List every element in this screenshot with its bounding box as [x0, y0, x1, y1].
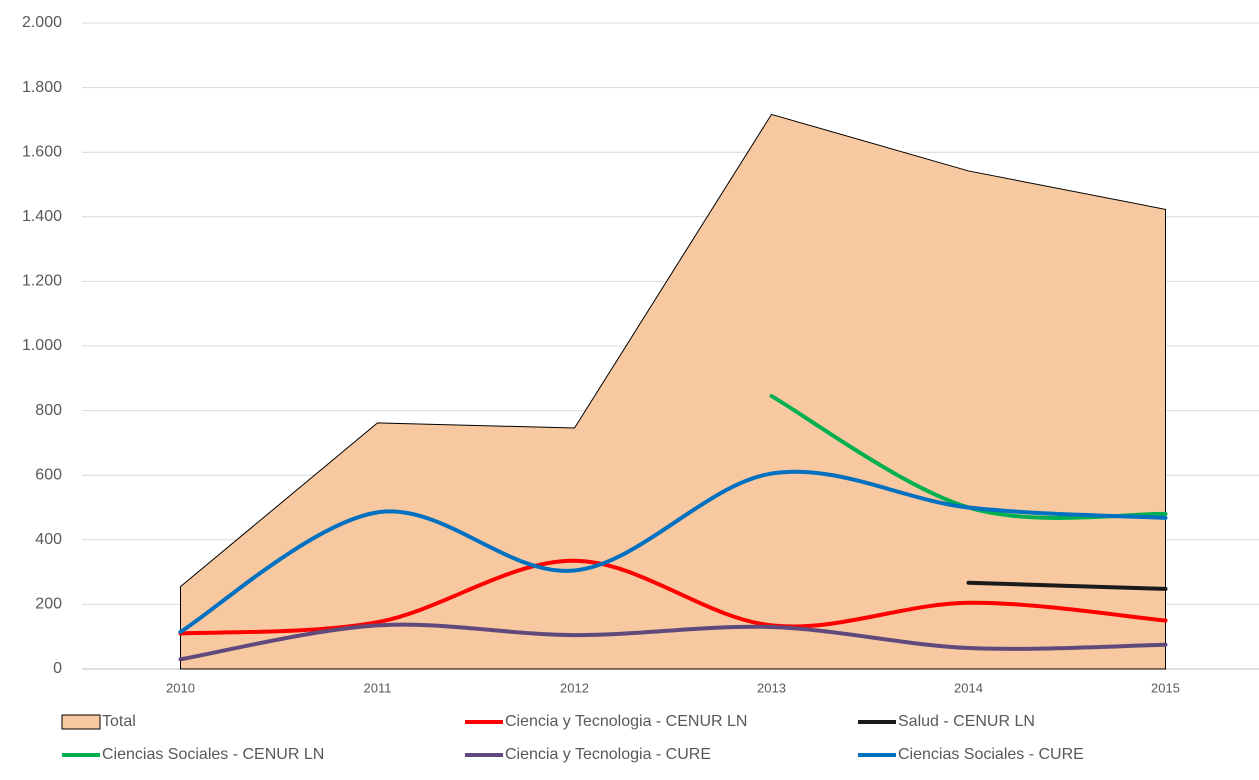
y-tick-label: 1.600 [22, 143, 62, 160]
y-tick-label: 800 [35, 402, 62, 419]
legend-label: Ciencias Sociales - CENUR LN [102, 746, 324, 763]
x-tick-label: 2013 [757, 680, 786, 695]
legend-swatch [61, 714, 101, 730]
x-tick-label: 2010 [166, 680, 195, 695]
legend-label: Ciencia y Tecnologia - CENUR LN [505, 713, 747, 730]
x-tick-label: 2015 [1151, 680, 1180, 695]
y-tick-label: 0 [53, 660, 62, 677]
line [178, 469, 1168, 634]
y-tick-label: 200 [35, 596, 62, 613]
legend-label: Salud - CENUR LN [898, 713, 1035, 730]
y-tick-label: 2.000 [22, 14, 62, 31]
line [966, 580, 1168, 591]
legend-label: Ciencia y Tecnologia - CURE [505, 746, 711, 763]
x-tick-label: 2012 [560, 680, 589, 695]
y-tick-label: 1.000 [22, 337, 62, 354]
y-tick-label: 1.200 [22, 273, 62, 290]
y-tick-label: 600 [35, 466, 62, 483]
legend-label: Ciencias Sociales - CURE [898, 746, 1084, 763]
x-tick-label: 2011 [364, 680, 392, 695]
y-tick-label: 1.400 [22, 208, 62, 225]
line [178, 622, 1168, 662]
y-tick-label: 400 [35, 531, 62, 548]
legend-label: Total [102, 713, 136, 730]
y-tick-label: 1.800 [22, 79, 62, 96]
x-tick-label: 2014 [954, 680, 983, 695]
